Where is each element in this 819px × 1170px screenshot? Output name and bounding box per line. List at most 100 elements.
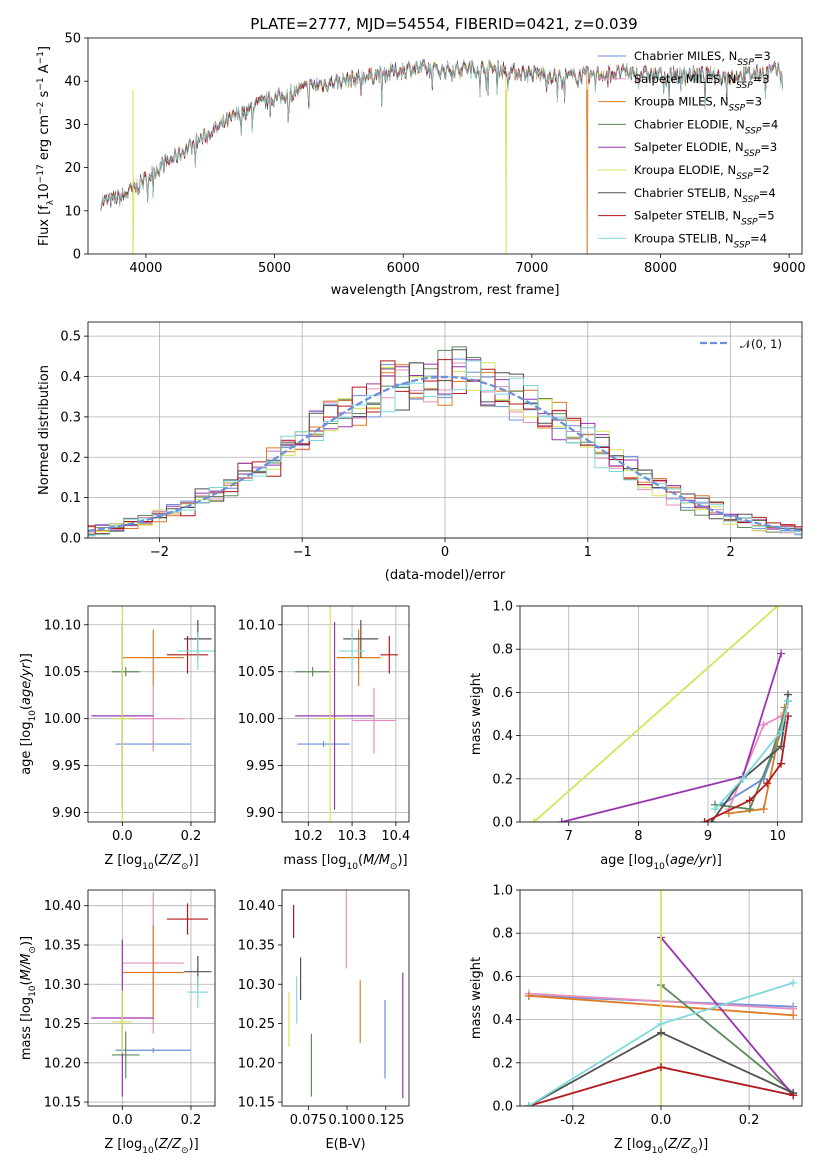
label-part: mass weight	[469, 673, 484, 755]
x-tick-label: 4000	[129, 261, 162, 276]
x-tick-label: 8000	[644, 261, 677, 276]
line-kroupa-stelib	[714, 700, 789, 810]
label-part: mass [log	[19, 997, 34, 1060]
label-part: ⊙	[181, 862, 189, 872]
label-part: Z/Z	[667, 1137, 691, 1152]
axes-frame	[87, 605, 216, 823]
x-axis-label: Z [log10(Z/Z⊙)]	[104, 853, 198, 872]
errorbar-kroupa-stelib	[338, 632, 366, 670]
label-part: (	[154, 1137, 159, 1152]
line-chabrier-elodie	[660, 984, 794, 1094]
plot-area-age_vs_mass	[295, 606, 399, 822]
label-part: age/yr	[19, 662, 34, 705]
errorbar-chabrier-elodie	[112, 667, 140, 677]
label-part: )]	[19, 936, 34, 946]
label-part: erg cm	[37, 115, 52, 164]
x-tick-label: 0.125	[367, 1113, 404, 1128]
x-tick-label: 2	[726, 545, 734, 560]
y-tick-label: 10.40	[44, 899, 81, 914]
axes-frame	[87, 37, 803, 255]
x-tick-label: 9000	[773, 261, 806, 276]
plot-area-residual_hist	[88, 346, 802, 537]
errorbar-kroupa-elodie	[317, 606, 344, 822]
marker-kroupa-stelib	[784, 697, 793, 706]
y-tick-label: 1.0	[492, 600, 513, 615]
legend-label: Salpeter STELIB, NSSP=5	[634, 209, 775, 228]
label-part: SSP	[745, 126, 762, 136]
label-part: 10	[37, 183, 52, 200]
label-part: Salpeter MILES, N	[634, 72, 736, 86]
marker-salpeter-elodie	[777, 649, 786, 658]
axes-residual_hist: −2 −1 0 1 2 0.0 0.1 0.2 0.3 0.4 0.5 (data-model)/er…	[37, 321, 803, 583]
y-tick-label: 0.2	[492, 1056, 513, 1071]
label-part: −1	[36, 77, 46, 90]
errorbar-salpeter-stelib	[166, 903, 209, 935]
label-part: )]	[712, 853, 722, 868]
y-tick-label: 0.5	[60, 330, 81, 345]
hist-step-kroupa-stelib	[88, 360, 802, 536]
spectrum-line-kroupa-elodie	[100, 60, 783, 254]
errorbar-kroupa-stelib	[187, 976, 209, 1008]
label-part: ⊙	[690, 1146, 698, 1156]
marker-chabrier-stelib	[657, 1028, 665, 1037]
y-axis-label: Normed distribution	[37, 365, 52, 495]
errorbar-salpeter-elodie	[295, 621, 374, 810]
marker-salpeter-stelib	[657, 1063, 665, 1072]
label-part: −2	[36, 102, 46, 115]
y-tick-label: 10.40	[238, 899, 275, 914]
label-part: (	[663, 1137, 668, 1152]
y-tick-label: 0.4	[60, 370, 81, 385]
y-axis-label: mass weight	[469, 957, 484, 1039]
y-tick-label: 1.0	[492, 884, 513, 899]
y-tick-label: 10.00	[238, 712, 275, 727]
y-tick-label: 9.95	[52, 759, 81, 774]
label-part: E(B-V)	[325, 1137, 365, 1152]
line-salpeter-elodie	[660, 936, 794, 1096]
errorbar-chabrier-stelib	[343, 620, 379, 658]
x-tick-label: 6000	[387, 261, 420, 276]
plot-area-mass_weight_vs_age	[529, 606, 793, 822]
axes-mass_weight_vs_Z: -0.2 0.0 0.2 0.0 0.2 0.4 0.6 0.8 1.0 Z [log10(Z/Z…	[469, 884, 803, 1156]
label-part: Z/Z	[158, 1137, 182, 1152]
label-part: M/M	[19, 954, 34, 981]
label-part: 10	[28, 985, 38, 997]
line-chabrier-elodie	[714, 700, 789, 810]
marker-salpeter-stelib	[763, 779, 772, 788]
plot-area-mass_weight_vs_Z	[524, 890, 798, 1106]
axes-frame	[519, 605, 803, 823]
x-axis-label: Z [log10(Z/Z⊙)]	[614, 1137, 708, 1156]
axes-mass_vs_Z: 0.0 0.2 10.15 10.20 10.25 10.30 10.35 10.40 Z [l…	[19, 889, 216, 1156]
marker-salpeter-miles	[759, 720, 768, 729]
y-tick-label: 10.15	[44, 1096, 81, 1111]
x-tick-label: 8	[634, 829, 642, 844]
y-tick-label: 10.35	[238, 938, 275, 953]
label-part: (	[19, 705, 34, 710]
marker-kroupa-elodie	[657, 890, 665, 894]
label-part: Chabrier ELODIE, N	[634, 117, 745, 131]
marker-chabrier-elodie	[745, 805, 754, 814]
label-part: Salpeter STELIB, N	[634, 209, 741, 223]
label-part: SSP	[729, 104, 746, 114]
y-tick-label: 10.20	[238, 1056, 275, 1071]
y-tick-label: 10.05	[44, 665, 81, 680]
label-part: )]	[19, 653, 34, 663]
label-part: s	[37, 90, 52, 101]
y-tick-label: 10	[64, 204, 81, 219]
y-tick-label: 0	[73, 248, 81, 263]
y-tick-label: 30	[64, 118, 81, 133]
label-part: )]	[698, 1137, 708, 1152]
marker-salpeter-stelib	[777, 759, 786, 768]
label-part: Kroupa STELIB, N	[634, 231, 734, 245]
x-axis-label: E(B-V)	[325, 1137, 365, 1152]
label-part: )]	[189, 853, 199, 868]
plot-area-mass_vs_EBV	[288, 890, 404, 1099]
label-part: SSP	[742, 195, 759, 205]
y-axis-label: mass [log10(M/M⊙)]	[19, 936, 38, 1060]
errorbar-kroupa-elodie	[112, 606, 133, 822]
y-tick-label: 0.3	[60, 410, 81, 425]
label-part: ⊙	[28, 946, 38, 954]
errorbar-kroupa-miles	[336, 629, 381, 686]
label-part: SSP	[737, 58, 754, 68]
y-tick-label: 0.4	[492, 729, 513, 744]
